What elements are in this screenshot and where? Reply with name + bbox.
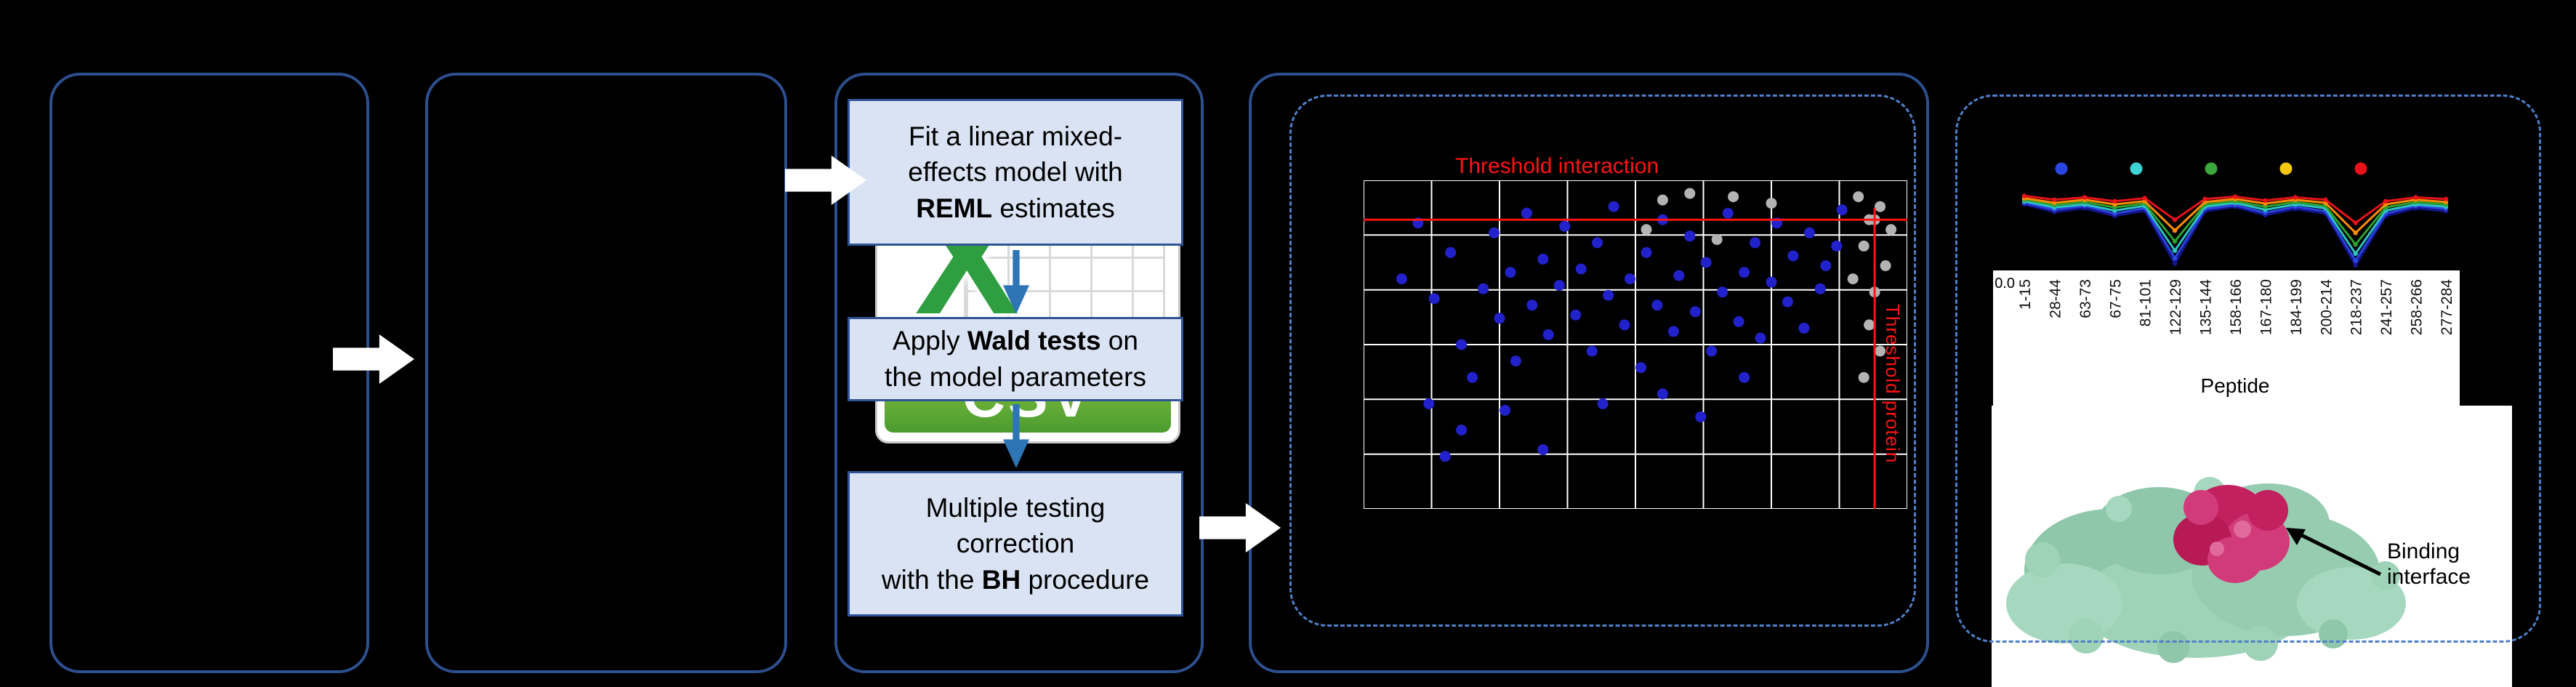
step1-bold: REML — [916, 193, 993, 223]
condition-legend-dots — [2055, 162, 2367, 175]
step2-line2: the model parameters — [885, 362, 1146, 392]
svg-text:1-15: 1-15 — [2017, 279, 2034, 310]
step3-before-bold: with the — [881, 564, 982, 595]
svg-text:81-101: 81-101 — [2138, 279, 2154, 326]
svg-text:167-180: 167-180 — [2258, 279, 2274, 335]
step2-bold: Wald tests — [967, 326, 1101, 356]
svg-text:200-214: 200-214 — [2318, 279, 2335, 335]
svg-text:28-44: 28-44 — [2047, 279, 2064, 318]
step3-line1: Multiple testing — [925, 492, 1106, 523]
svg-text:241-257: 241-257 — [2378, 279, 2395, 335]
x-axis-title: Peptide — [2201, 374, 2270, 397]
svg-text:122-129: 122-129 — [2168, 279, 2184, 335]
step-wald-tests: Apply Wald tests on the model parameters — [848, 317, 1183, 401]
step3-line2: correction — [956, 529, 1075, 559]
svg-text:258-266: 258-266 — [2409, 279, 2426, 335]
step1-after-bold: estimates — [992, 193, 1115, 223]
scatter-points-interaction — [1396, 201, 1848, 462]
threshold-lines — [1364, 208, 1907, 509]
step1-line2: effects model with — [908, 157, 1123, 188]
svg-text:184-199: 184-199 — [2288, 279, 2305, 335]
threshold-interaction-label: Threshold interaction — [1455, 154, 1659, 178]
peptide-profile-figure: 1-15 28-44 63-73 67-75 81-101 122-129 135-144 1… — [1992, 162, 2512, 687]
svg-text:67-75: 67-75 — [2107, 279, 2124, 318]
panel-input-box — [49, 73, 369, 673]
protein-structure-image — [2006, 477, 2406, 663]
panel-statistical-model — [834, 73, 1204, 673]
step-multiple-testing-text: Multiple testing correction with the BH … — [882, 490, 1149, 598]
step2-before-bold: Apply — [893, 326, 967, 356]
svg-text:277-284: 277-284 — [2439, 279, 2455, 335]
step-fit-model-text: Fit a linear mixed- effects model with R… — [908, 118, 1122, 227]
scatter-points-protein — [1641, 188, 1897, 383]
binding-interface-label: Binding interface — [2387, 539, 2471, 589]
y-axis-tick: 0.0 — [1995, 276, 2015, 292]
panel-csv-file: X CSV — [425, 73, 1180, 673]
epitope-mapping-box — [1955, 95, 2541, 643]
scatter-grid — [1364, 180, 1907, 509]
peptide-tick-labels: 1-15 28-44 63-73 67-75 81-101 122-129 135-144 1… — [2017, 279, 2455, 335]
step-fit-model: Fit a linear mixed- effects model with R… — [848, 99, 1183, 246]
peptide-axis-background — [1993, 270, 2460, 416]
step3-after-bold: procedure — [1021, 564, 1150, 595]
profile-line-red — [2021, 193, 2449, 225]
scatter-result-box — [1289, 95, 1916, 627]
svg-text:218-237: 218-237 — [2348, 279, 2365, 335]
volcano-scatter-plot — [1364, 180, 1907, 509]
panel-results — [1249, 73, 1929, 673]
binding-interface-arrow-icon — [2286, 528, 2382, 576]
peptide-line-chart: 1-15 28-44 63-73 67-75 81-101 122-129 135-144 1… — [2017, 162, 2455, 335]
threshold-protein-label: Threshold protein — [1882, 304, 1904, 464]
step-wald-tests-text: Apply Wald tests on the model parameters — [885, 323, 1146, 395]
step1-line1: Fit a linear mixed- — [908, 121, 1123, 151]
svg-text:158-166: 158-166 — [2228, 279, 2245, 335]
step-multiple-testing: Multiple testing correction with the BH … — [848, 471, 1183, 616]
svg-text:63-73: 63-73 — [2077, 279, 2094, 318]
step3-bold: BH — [981, 564, 1021, 595]
step2-after-bold: on — [1100, 326, 1138, 356]
svg-text:135-144: 135-144 — [2198, 279, 2215, 335]
